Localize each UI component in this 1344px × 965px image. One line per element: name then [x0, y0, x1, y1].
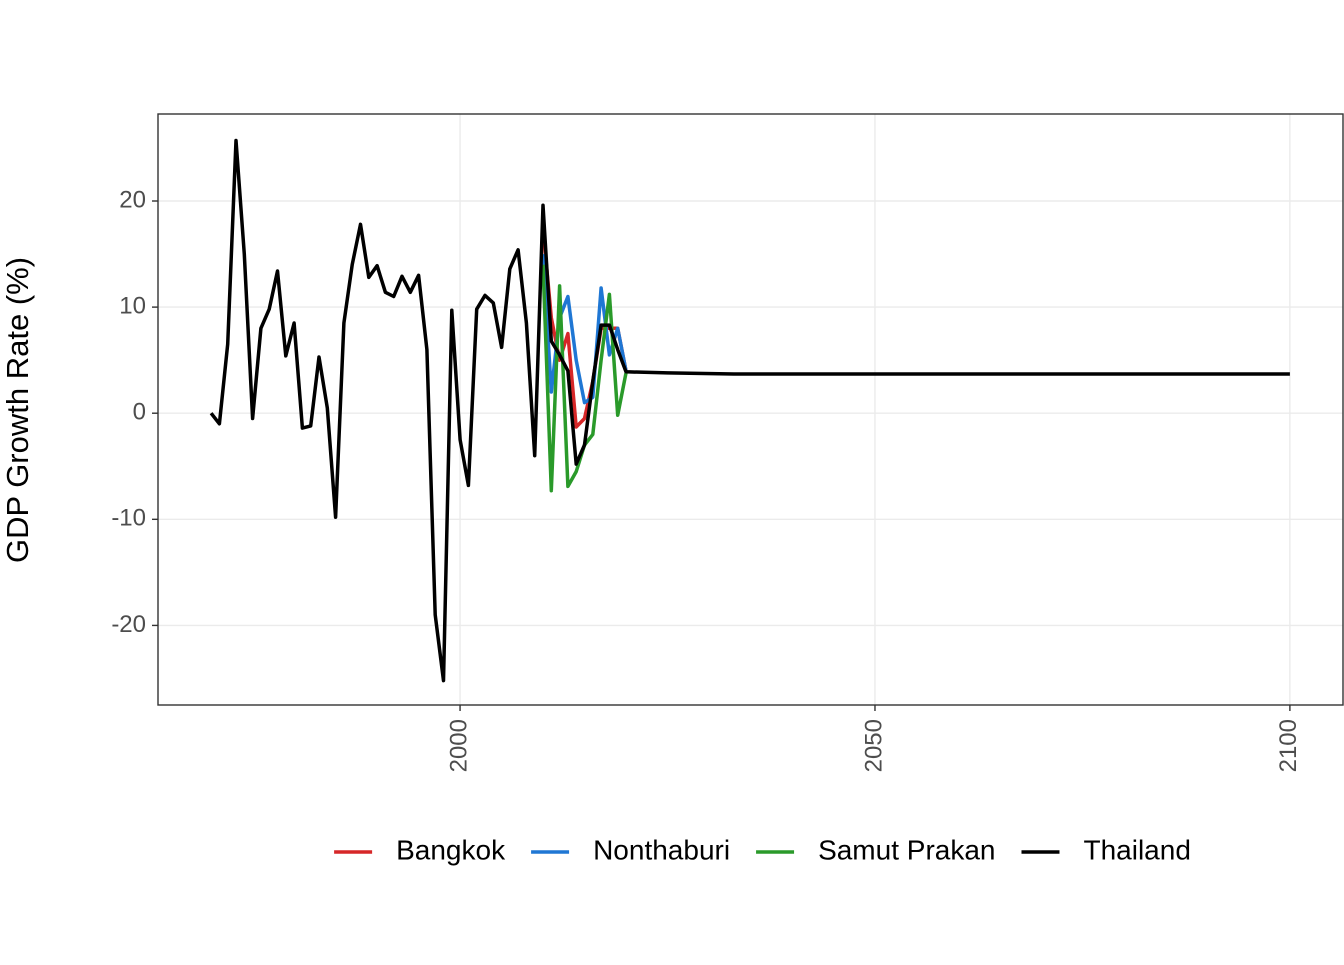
y-axis-title: GDP Growth Rate (%)	[0, 257, 35, 563]
x-tick-label: 2000	[445, 719, 472, 772]
x-tick-label: 2100	[1275, 719, 1302, 772]
y-tick-label: 10	[119, 292, 146, 319]
y-tick-label: 0	[133, 399, 146, 426]
legend-label: Samut Prakan	[818, 834, 995, 865]
series-line	[209, 138, 1290, 683]
x-tick-label: 2050	[860, 719, 887, 772]
legend-label: Thailand	[1083, 834, 1190, 865]
y-tick-label: -10	[111, 505, 146, 532]
plot-border	[157, 113, 1344, 706]
legend-label: Nonthaburi	[593, 834, 730, 865]
y-tick-label: 20	[119, 186, 146, 213]
legend-label: Bangkok	[396, 834, 506, 865]
y-tick-label: -20	[111, 611, 146, 638]
series-line	[541, 264, 628, 493]
